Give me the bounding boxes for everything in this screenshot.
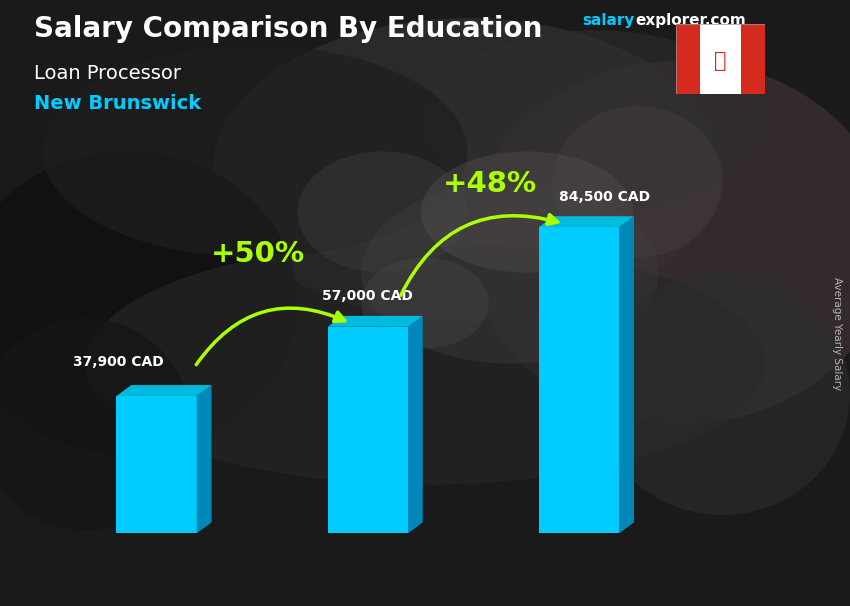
Polygon shape [539,227,619,533]
Text: Average Yearly Salary: Average Yearly Salary [832,277,842,390]
Text: explorer.com: explorer.com [636,13,746,28]
Text: salary: salary [582,13,635,28]
Text: 🍁: 🍁 [714,51,727,71]
Polygon shape [408,316,422,533]
Text: 84,500 CAD: 84,500 CAD [558,190,650,204]
Ellipse shape [361,182,659,364]
Ellipse shape [0,318,191,530]
Ellipse shape [298,152,468,273]
Polygon shape [116,396,196,533]
Text: 57,000 CAD: 57,000 CAD [322,289,413,303]
Polygon shape [328,316,422,327]
Polygon shape [196,385,212,533]
Text: +48%: +48% [443,170,537,198]
Ellipse shape [425,30,765,212]
Polygon shape [539,216,634,227]
Text: New Brunswick: New Brunswick [34,94,201,113]
Polygon shape [116,385,212,396]
Text: Salary Comparison By Education: Salary Comparison By Education [34,15,542,43]
Ellipse shape [212,18,722,321]
Ellipse shape [421,152,633,273]
Text: Loan Processor: Loan Processor [34,64,181,82]
Ellipse shape [0,152,298,454]
Ellipse shape [85,242,765,485]
Text: 37,900 CAD: 37,900 CAD [73,355,164,369]
Ellipse shape [468,61,850,424]
Bar [676,24,700,94]
Ellipse shape [595,273,850,515]
Ellipse shape [361,258,489,348]
Text: +50%: +50% [211,240,305,268]
Polygon shape [328,327,408,533]
Polygon shape [619,216,634,533]
Ellipse shape [42,45,468,258]
Ellipse shape [552,106,722,258]
Bar [741,24,765,94]
